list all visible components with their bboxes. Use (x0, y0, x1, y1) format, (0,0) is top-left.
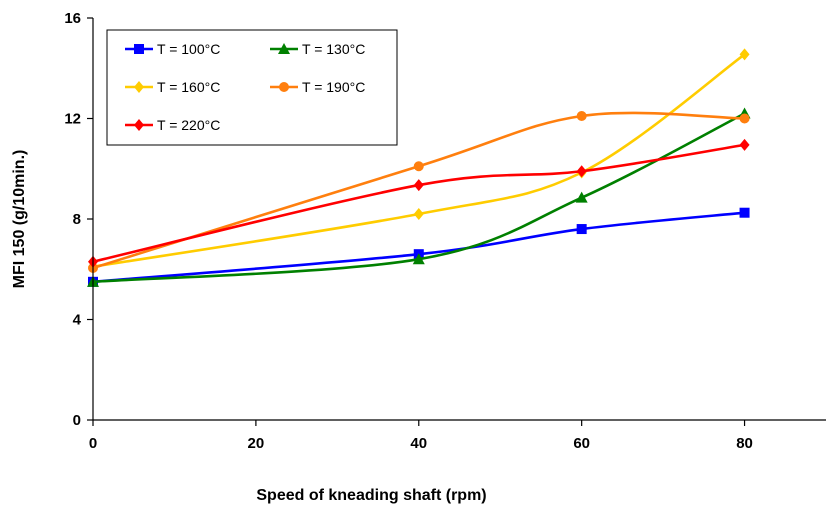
series-line (92, 112, 746, 284)
data-point (413, 161, 424, 172)
data-point (576, 224, 587, 235)
legend-marker (278, 43, 290, 54)
x-tick-label: 40 (410, 435, 427, 452)
data-point (413, 207, 424, 220)
legend-marker (279, 82, 289, 92)
x-tick-label: 0 (89, 435, 97, 452)
data-point (739, 48, 750, 61)
data-point (739, 207, 750, 218)
x-axis-title: Speed of kneading shaft (rpm) (256, 487, 486, 504)
data-point (739, 113, 750, 124)
legend-label: T = 160°C (157, 79, 220, 95)
y-axis-title: MFI 150 (g/10min.) (11, 150, 28, 289)
legend-label: T = 220°C (157, 117, 220, 133)
legend-label: T = 190°C (302, 79, 365, 95)
y-tick-label: 0 (73, 412, 81, 429)
x-tick-label: 80 (736, 435, 753, 452)
plot-area (87, 48, 751, 287)
y-tick-label: 12 (64, 111, 81, 128)
y-tick-label: 16 (64, 10, 81, 27)
data-point (576, 110, 587, 121)
data-point (575, 191, 588, 203)
series-line (92, 211, 745, 284)
legend-marker (134, 119, 144, 131)
legend-box (106, 29, 398, 146)
legend: T = 100°C T = 130°C T = 160°C T = 190°C T = … (106, 29, 398, 146)
data-point (413, 179, 424, 192)
x-tick-label: 60 (573, 435, 590, 452)
data-point (412, 253, 425, 265)
y-tick-label: 8 (73, 211, 81, 228)
legend-label: T = 130°C (302, 41, 365, 57)
data-point (739, 138, 750, 151)
legend-marker (134, 81, 144, 93)
legend-marker (134, 44, 144, 54)
series-line (92, 53, 746, 269)
series-line (92, 143, 745, 263)
series-line (92, 111, 745, 270)
axes: 0 4 8 12 16 0 20 40 60 80 (64, 10, 826, 452)
legend-label: T = 100°C (157, 41, 220, 57)
data-point (576, 165, 587, 178)
y-tick-label: 4 (73, 312, 82, 329)
x-tick-label: 20 (248, 435, 265, 452)
